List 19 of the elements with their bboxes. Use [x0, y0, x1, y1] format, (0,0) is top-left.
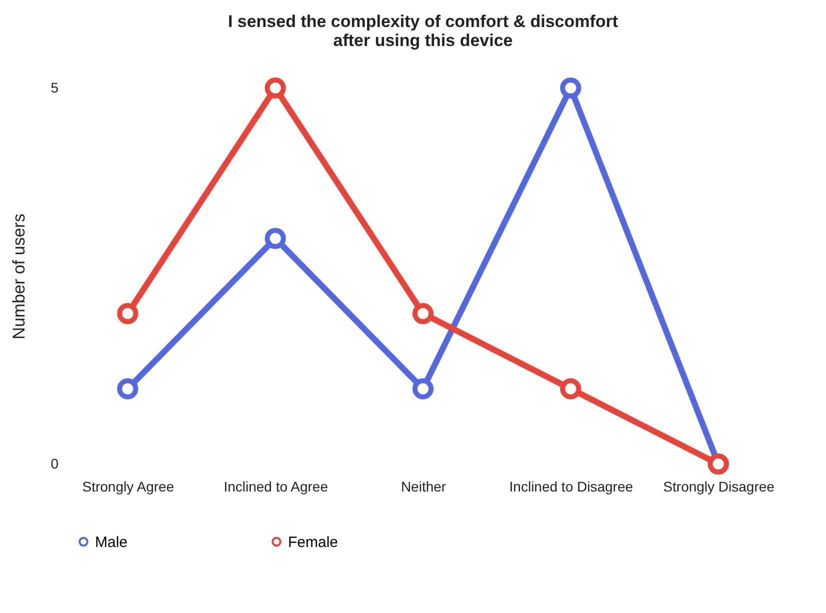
x-tick-label: Strongly Agree	[82, 478, 174, 494]
point	[412, 378, 434, 400]
x-tick-label: Strongly Disagree	[663, 478, 775, 494]
x-tick-label: Inclined to Agree	[224, 478, 328, 494]
point	[264, 77, 286, 99]
y-tick-label: 0	[50, 456, 59, 472]
point	[560, 77, 582, 99]
legend-label: Male	[95, 534, 128, 551]
y-axis-title: Number of users	[10, 214, 29, 340]
legend-label: Female	[288, 534, 338, 551]
point	[117, 378, 138, 400]
point	[264, 228, 286, 249]
point	[117, 303, 138, 324]
x-tick-label: Neither	[400, 478, 446, 494]
point	[560, 378, 582, 400]
x-tick-label: Inclined to Disagree	[509, 478, 634, 494]
point	[412, 303, 434, 324]
y-tick-label: 5	[50, 80, 59, 96]
chart-title: I sensed the complexity of comfort & discomfort after using this device	[228, 12, 618, 50]
